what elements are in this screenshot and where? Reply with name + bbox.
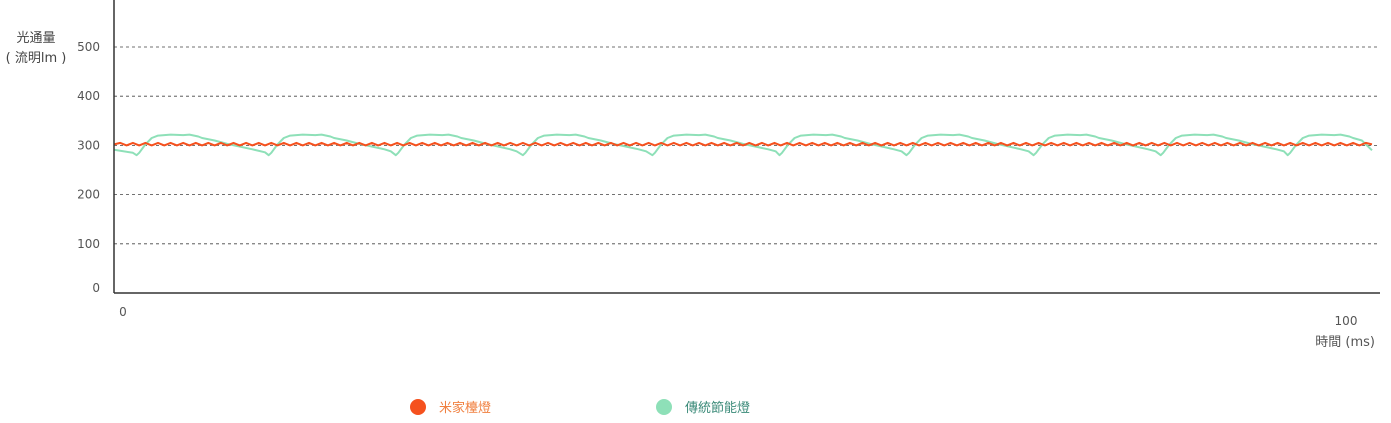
series-line-cfl (113, 133, 1373, 157)
y-axis-title: 光通量 ( 流明lm ) (0, 29, 72, 69)
legend-item-mijia[interactable]: 米家檯燈 (410, 397, 491, 416)
x-axis-title: 時間 (ms) (1315, 335, 1375, 350)
legend-dot-mijia (410, 398, 426, 415)
y-tick-label: 100 (77, 237, 100, 251)
x-tick-labels: 0 100 (119, 305, 1357, 328)
series-lines (113, 133, 1373, 157)
series-line-mijia (113, 141, 1373, 147)
legend-label-mijia: 米家檯燈 (439, 401, 492, 416)
y-tick-labels: 0 100 200 300 400 500 (77, 40, 100, 295)
y-axis-title-line2: ( 流明lm ) (5, 51, 67, 66)
y-tick-label: 200 (77, 188, 100, 202)
y-tick-label: 300 (77, 138, 100, 152)
y-axis-title-line1: 光通量 (16, 31, 56, 46)
y-tick-label: 400 (77, 89, 100, 103)
y-tick-label: 500 (77, 40, 100, 54)
y-tick-label: 0 (92, 281, 100, 295)
legend-label-cfl: 傳統節能燈 (685, 401, 751, 416)
x-tick-label: 0 (119, 305, 127, 319)
legend-item-cfl[interactable]: 傳統節能燈 (656, 397, 750, 416)
legend-dot-cfl (656, 398, 672, 415)
x-tick-label: 100 (1335, 314, 1358, 328)
